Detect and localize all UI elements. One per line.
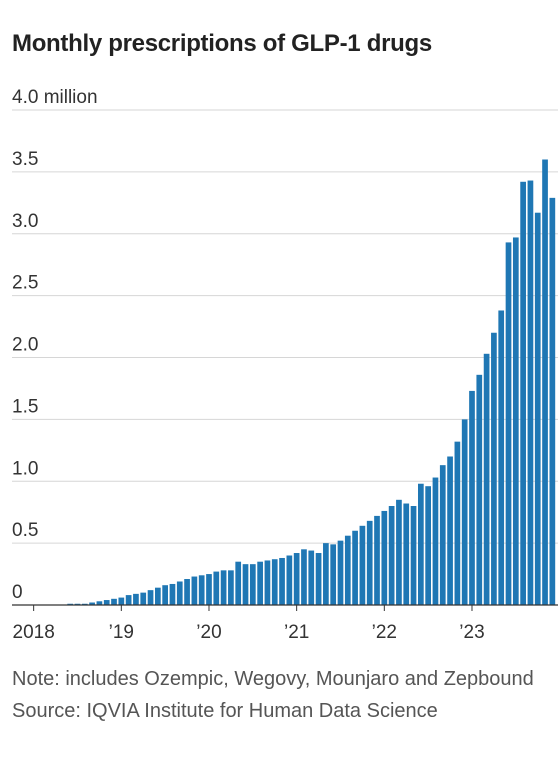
- bar: [549, 197, 556, 606]
- y-tick-labels: 0 0.5 1.0 1.5 2.0 2.5 3.0 3.5 4.0 million: [12, 87, 98, 603]
- bar: [505, 242, 512, 605]
- bar: [461, 419, 468, 606]
- bar: [118, 597, 125, 605]
- gridlines: [12, 109, 558, 544]
- bar: [315, 553, 322, 605]
- bar: [512, 237, 519, 605]
- y-tick-label: 2.0: [12, 335, 38, 356]
- bar: [103, 600, 110, 605]
- bar: [279, 557, 285, 605]
- x-tick-label: ’23: [459, 622, 484, 643]
- bar: [410, 506, 417, 605]
- bar: [330, 544, 337, 605]
- y-tick-label: 0: [12, 582, 23, 603]
- bar: [542, 159, 548, 605]
- bar: [286, 555, 293, 605]
- bar: [198, 575, 205, 605]
- bar: [293, 553, 300, 605]
- bar: [425, 486, 431, 605]
- bar: [534, 212, 541, 605]
- bar: [344, 535, 351, 605]
- bar: [206, 574, 212, 605]
- y-tick-label: 2.5: [12, 273, 38, 294]
- bar: [96, 601, 103, 605]
- bar: [184, 579, 190, 605]
- bar: [257, 561, 263, 605]
- bar: [74, 603, 81, 605]
- x-tick-label: ’21: [284, 622, 309, 643]
- bar: [301, 549, 307, 605]
- bar: [67, 603, 74, 605]
- x-tick-label: ’22: [372, 622, 397, 643]
- x-axis: 2018 ’19 ’20 ’21 ’22 ’23: [12, 604, 558, 643]
- bar: [235, 561, 242, 605]
- bar: [491, 332, 497, 605]
- bar: [418, 483, 424, 605]
- bars: [67, 159, 556, 606]
- bar: [111, 598, 117, 605]
- y-tick-label: 3.0: [12, 211, 38, 232]
- y-tick-label: 4.0 million: [12, 87, 98, 108]
- x-tick-label: ’20: [196, 622, 221, 643]
- y-tick-label: 3.5: [12, 149, 38, 170]
- bar: [432, 477, 439, 605]
- bar: [483, 353, 490, 605]
- bar: [176, 581, 183, 605]
- bar: [337, 540, 344, 605]
- bar: [125, 595, 132, 605]
- bar: [213, 571, 220, 605]
- bar: [133, 593, 139, 605]
- bar: [155, 587, 161, 605]
- bar: [366, 520, 373, 605]
- bar: [89, 602, 95, 605]
- bar: [271, 559, 278, 605]
- bar: [220, 570, 227, 605]
- bar: [396, 499, 402, 605]
- bar: [439, 465, 446, 605]
- bar: [520, 181, 526, 605]
- bar: [169, 583, 176, 605]
- bar: [476, 374, 483, 605]
- bar: [147, 590, 154, 605]
- bar: [469, 390, 475, 605]
- bar: [527, 180, 534, 606]
- bar: [381, 510, 388, 605]
- bar: [498, 310, 505, 605]
- bar: [249, 564, 256, 605]
- bar: [81, 603, 88, 605]
- y-tick-label: 1.5: [12, 396, 38, 417]
- bar: [388, 506, 395, 605]
- bar: [191, 576, 198, 605]
- bar: [228, 570, 234, 605]
- bar: [359, 525, 366, 605]
- bar: [242, 564, 249, 605]
- bar: [403, 503, 410, 605]
- bar: [323, 543, 329, 606]
- bar: [454, 441, 461, 605]
- y-tick-label: 1.0: [12, 458, 38, 479]
- x-tick-label: 2018: [13, 622, 55, 643]
- bar: [264, 560, 271, 605]
- bar: [447, 456, 453, 605]
- bar: [308, 550, 315, 605]
- chart-title: Monthly prescriptions of GLP-1 drugs: [12, 30, 432, 57]
- chart-source: Source: IQVIA Institute for Human Data S…: [12, 700, 438, 722]
- bar: [162, 585, 168, 605]
- x-tick-label: ’19: [109, 622, 134, 643]
- chart-footer: Note: includes Ozempic, Wegovy, Mounjaro…: [12, 663, 552, 727]
- bar: [140, 592, 147, 606]
- bar: [374, 515, 380, 605]
- bar: [352, 530, 358, 605]
- y-tick-label: 0.5: [12, 520, 38, 541]
- chart-note: Note: includes Ozempic, Wegovy, Mounjaro…: [12, 668, 534, 690]
